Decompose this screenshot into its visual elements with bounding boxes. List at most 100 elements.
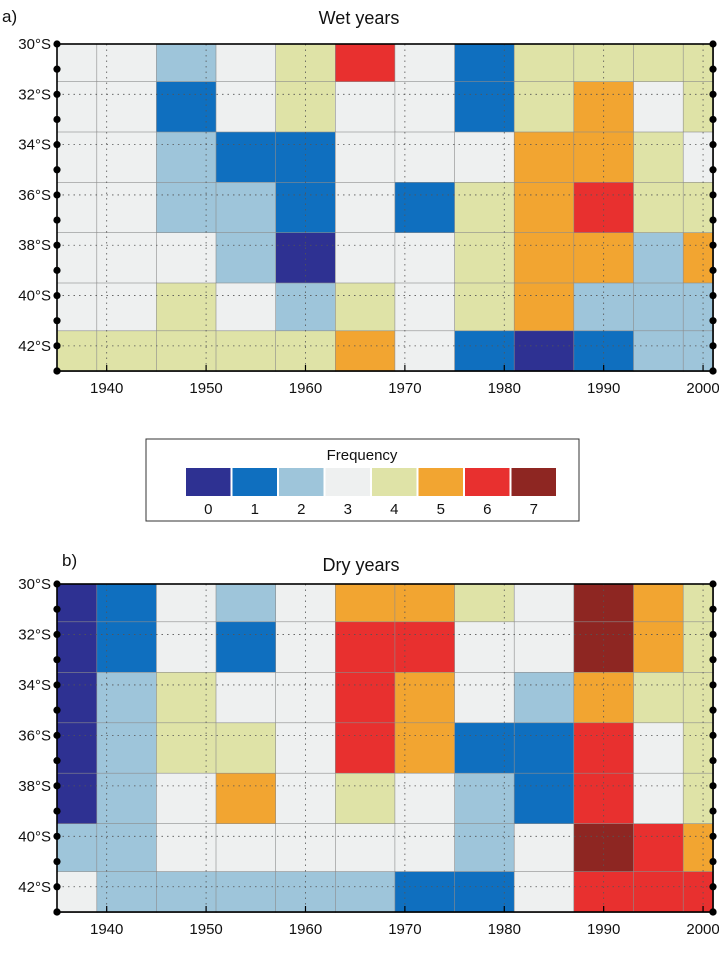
heatmap-cell bbox=[573, 671, 635, 724]
axis-marker-dot bbox=[53, 266, 61, 274]
chart-title-dry: Dry years bbox=[322, 555, 399, 575]
axis-marker-dot bbox=[709, 191, 717, 199]
axis-marker-dot bbox=[53, 706, 61, 714]
heatmap-cell bbox=[215, 232, 277, 284]
heatmap-cell bbox=[394, 330, 456, 372]
heatmap-cell bbox=[96, 43, 158, 83]
heatmap-cell bbox=[215, 621, 277, 674]
axis-marker-dot bbox=[53, 115, 61, 124]
heatmap-cell bbox=[682, 621, 714, 674]
axis-marker-dot bbox=[709, 908, 717, 916]
heatmap-cell bbox=[573, 621, 635, 674]
heatmap-cell bbox=[156, 722, 217, 775]
heatmap-cell bbox=[56, 823, 98, 873]
axis-marker-dot bbox=[709, 216, 717, 224]
y-tick-label: 32°S bbox=[18, 86, 51, 103]
heatmap-cell bbox=[334, 671, 396, 724]
x-tick-label: 1950 bbox=[189, 380, 222, 397]
y-tick-label: 30°S bbox=[18, 36, 51, 53]
heatmap-cell bbox=[275, 182, 337, 234]
y-tick-label: 38°S bbox=[18, 237, 51, 254]
heatmap-cell bbox=[633, 871, 685, 913]
heatmap-cell bbox=[334, 722, 396, 775]
heatmap-cell bbox=[56, 232, 98, 284]
heatmap-cell bbox=[96, 871, 158, 913]
axis-marker-dot bbox=[709, 115, 717, 124]
heatmap-cell bbox=[275, 282, 337, 332]
x-tick-label: 2000 bbox=[686, 380, 719, 397]
heatmap-cell bbox=[573, 282, 635, 332]
heatmap-cell bbox=[334, 182, 396, 234]
heatmap-cell bbox=[633, 823, 685, 873]
heatmap-cell bbox=[633, 330, 685, 372]
axis-marker-dot bbox=[53, 141, 61, 149]
heatmap-cell bbox=[573, 131, 635, 184]
heatmap-cell bbox=[454, 182, 516, 234]
heatmap-cell bbox=[682, 871, 714, 913]
heatmap-cell bbox=[334, 621, 396, 674]
panel-label-a: a) bbox=[2, 7, 17, 26]
heatmap-cell bbox=[513, 43, 575, 83]
x-axis-dry: 1940 1950 1960 1970 1980 1990 2000 bbox=[90, 906, 719, 938]
axis-marker-dot bbox=[709, 40, 717, 48]
x-tick-label: 1970 bbox=[388, 380, 421, 397]
axis-marker-dot bbox=[53, 40, 61, 48]
axis-marker-dot bbox=[709, 656, 717, 664]
heatmap-cell bbox=[96, 282, 158, 332]
axis-marker-dot bbox=[709, 266, 717, 274]
heatmap-cell bbox=[682, 282, 714, 332]
axis-marker-dot bbox=[53, 65, 61, 73]
x-tick-label: 1970 bbox=[388, 921, 421, 938]
axis-marker-dot bbox=[709, 706, 717, 714]
axis-marker-dot bbox=[709, 317, 717, 325]
y-tick-label: 42°S bbox=[18, 338, 51, 355]
heatmap-cell bbox=[394, 772, 456, 825]
axis-marker-dot bbox=[709, 731, 717, 739]
heatmap-cell bbox=[394, 621, 456, 674]
chart-title-wet: Wet years bbox=[319, 8, 400, 28]
heatmap-cell bbox=[275, 621, 337, 674]
heatmap-cell bbox=[156, 621, 217, 674]
axis-marker-dot bbox=[53, 908, 61, 916]
heatmap-cell bbox=[156, 583, 217, 623]
x-tick-label: 1940 bbox=[90, 921, 123, 938]
heatmap-cell bbox=[573, 330, 635, 372]
heatmap-cell bbox=[633, 772, 685, 825]
heatmap-cell bbox=[394, 583, 456, 623]
y-tick-label: 38°S bbox=[18, 778, 51, 795]
legend-label: 0 bbox=[204, 501, 212, 518]
axis-marker-dot bbox=[53, 883, 61, 891]
y-tick-label: 40°S bbox=[18, 828, 51, 845]
axis-marker-dot bbox=[53, 656, 61, 664]
heatmap-cell bbox=[513, 621, 575, 674]
heatmap-cell bbox=[156, 43, 217, 83]
axis-marker-dot bbox=[53, 291, 61, 300]
heatmap-cell bbox=[513, 722, 575, 775]
heatmap-cell bbox=[682, 182, 714, 234]
heatmap-cell bbox=[394, 671, 456, 724]
legend-label: 2 bbox=[297, 501, 305, 518]
heatmap-cells-wet bbox=[56, 43, 714, 372]
frequency-legend: Frequency 0 1 2 3 4 5 6 7 bbox=[145, 438, 580, 522]
heatmap-cell bbox=[56, 282, 98, 332]
heatmap-cell bbox=[682, 823, 714, 873]
legend-swatch bbox=[511, 468, 556, 496]
heatmap-cell bbox=[334, 330, 396, 372]
axis-marker-dot bbox=[709, 166, 717, 174]
heatmap-cell bbox=[454, 823, 516, 873]
heatmap-cell bbox=[682, 330, 714, 372]
axis-marker-dot bbox=[709, 757, 717, 765]
legend-swatch bbox=[232, 468, 277, 496]
heatmap-cell bbox=[275, 81, 337, 133]
heatmap-cell bbox=[682, 722, 714, 775]
y-tick-label: 30°S bbox=[18, 576, 51, 593]
heatmap-cell bbox=[96, 330, 158, 372]
legend-label: 4 bbox=[390, 501, 398, 518]
axis-marker-dot bbox=[709, 141, 717, 149]
heatmap-cell bbox=[394, 131, 456, 184]
axis-marker-dot bbox=[709, 90, 717, 98]
y-tick-label: 40°S bbox=[18, 288, 51, 305]
axis-marker-dot bbox=[53, 630, 61, 639]
legend-swatch bbox=[325, 468, 370, 496]
